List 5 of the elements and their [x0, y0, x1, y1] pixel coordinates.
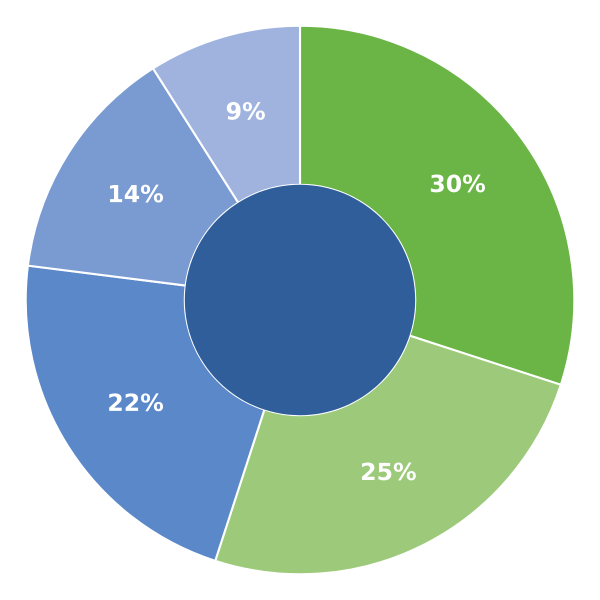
data-label: 25%	[362, 462, 416, 480]
data-label: 30%	[430, 174, 486, 192]
data-label: 14%	[110, 184, 164, 202]
data-label: 9%	[226, 102, 265, 120]
data-label: 22%	[109, 393, 164, 412]
